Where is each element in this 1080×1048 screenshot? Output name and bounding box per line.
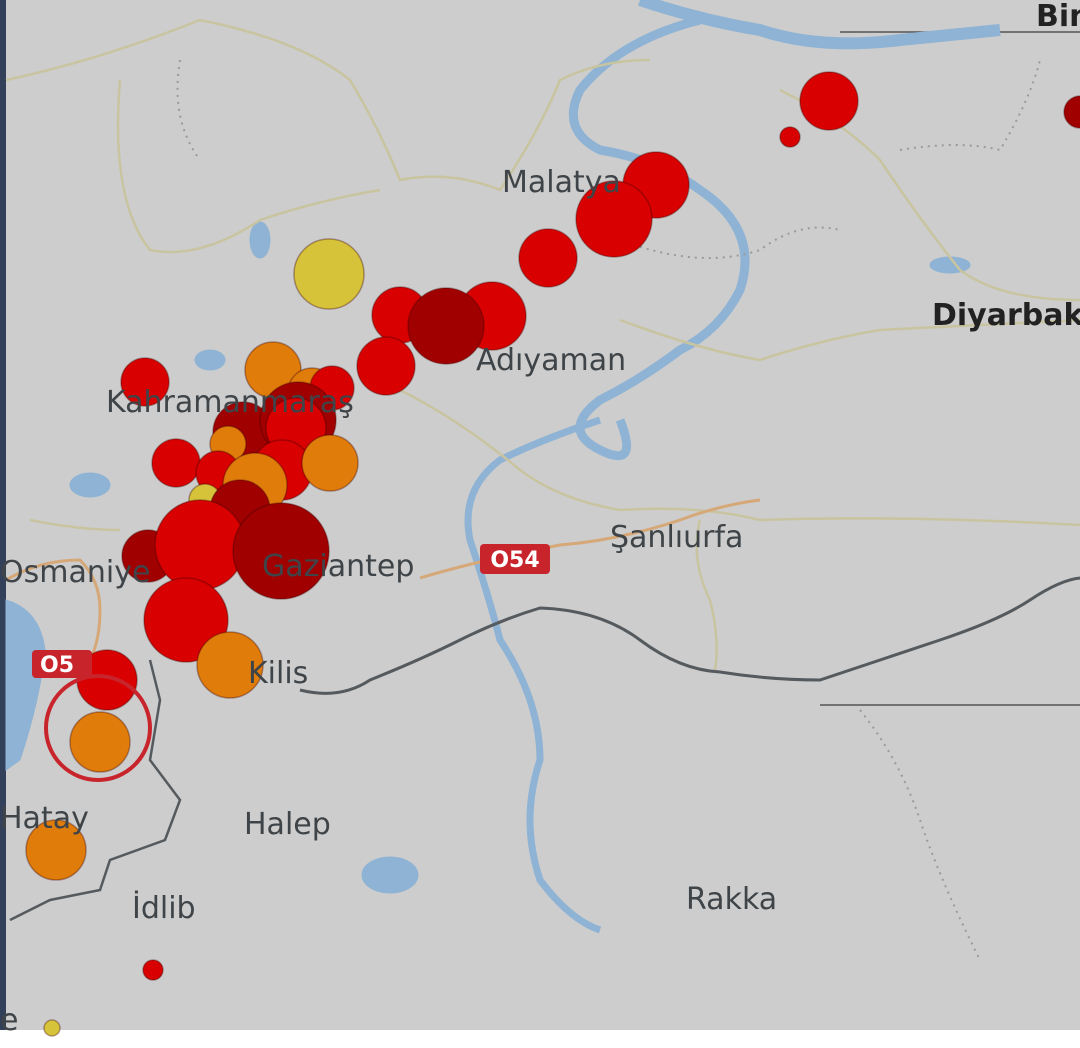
earthquake-marker-strong[interactable] — [356, 336, 416, 396]
earthquake-marker-strongest[interactable] — [1063, 95, 1080, 129]
earthquake-marker-strong[interactable] — [120, 357, 170, 407]
earthquake-marker-strongest[interactable] — [232, 502, 330, 600]
earthquake-marker-strongest[interactable] — [407, 287, 485, 365]
earthquake-marker-moderate[interactable] — [196, 631, 264, 699]
label-hatay: Hatay — [0, 801, 89, 836]
water-bodies — [5, 0, 1001, 934]
euphrates-river — [464, 416, 602, 934]
road-shield-o5: O5 — [32, 650, 92, 678]
bottom-strip — [0, 1030, 1080, 1048]
earthquake-marker-strong[interactable] — [154, 499, 246, 591]
label-edge: e — [0, 1003, 18, 1038]
lake — [249, 221, 271, 259]
label-osmaniye: Osmaniye — [0, 555, 150, 590]
label-halep: Halep — [244, 807, 331, 842]
river — [638, 0, 1001, 50]
earthquake-marker-strong[interactable] — [151, 438, 201, 488]
lake — [929, 256, 971, 274]
earthquake-marker-strong[interactable] — [799, 71, 859, 131]
svg-text:O54: O54 — [490, 548, 539, 573]
hatay-border — [9, 659, 182, 922]
earthquake-marker-moderate[interactable] — [69, 711, 131, 773]
label-malatya: Malatya — [502, 165, 621, 200]
label-bingol: Bin — [1036, 0, 1080, 34]
earthquake-marker-strong[interactable] — [142, 959, 164, 981]
lake — [69, 472, 111, 498]
label-rakka: Rakka — [686, 882, 777, 917]
earthquake-marker-light[interactable] — [43, 1019, 61, 1037]
label-gaziantep: Gaziantep — [262, 549, 414, 584]
label-kilis: Kilis — [248, 656, 308, 691]
label-adiyaman: Adıyaman — [476, 343, 626, 378]
road-shields: O54 O5 — [32, 544, 550, 678]
label-sanliurfa: Şanlıurfa — [610, 520, 743, 555]
earthquake-marker-strong[interactable] — [575, 180, 653, 258]
earthquake-marker-light[interactable] — [293, 238, 365, 310]
road-shield-o54: O54 — [480, 544, 550, 574]
turkey-syria-border — [299, 576, 1080, 695]
left-edge — [0, 0, 6, 1030]
svg-text:O5: O5 — [40, 653, 74, 678]
lake — [361, 856, 419, 894]
label-diyarbakir: Diyarbak — [932, 298, 1080, 333]
earthquake-markers — [25, 71, 1080, 1037]
earthquake-marker-strong[interactable] — [779, 126, 801, 148]
earthquake-marker-strong[interactable] — [143, 577, 229, 663]
earthquake-marker-strong[interactable] — [518, 228, 578, 288]
earthquake-marker-moderate[interactable] — [25, 819, 87, 881]
selected-event-ring[interactable] — [44, 674, 152, 782]
province-borders — [5, 18, 1080, 671]
label-idlib: İdlib — [132, 890, 196, 926]
earthquake-marker-moderate[interactable] — [301, 434, 359, 492]
label-kahramanmaras: Kahramanmaraş — [106, 385, 354, 420]
district-borders — [176, 59, 1041, 961]
lake — [194, 349, 226, 371]
